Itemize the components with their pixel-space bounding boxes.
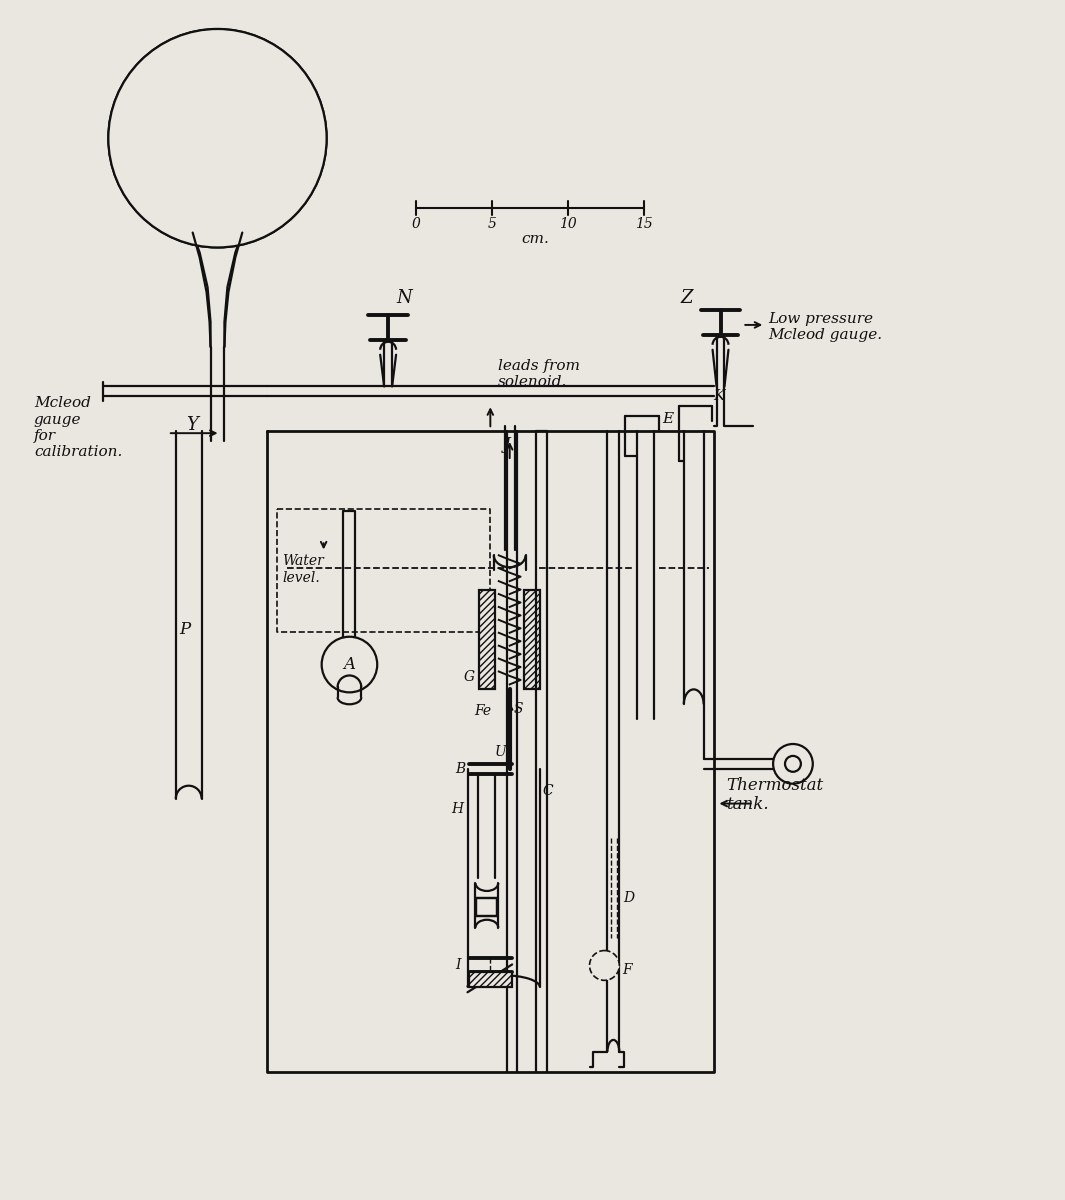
Bar	[476, 898, 497, 916]
Circle shape	[590, 950, 620, 980]
Circle shape	[785, 756, 801, 772]
Text: Low pressure
Mcleod gauge.: Low pressure Mcleod gauge.	[768, 312, 882, 342]
Text: Z: Z	[681, 289, 692, 307]
Circle shape	[109, 29, 327, 247]
Text: N: N	[396, 289, 412, 307]
Text: J: J	[504, 436, 510, 454]
Text: K: K	[714, 389, 725, 403]
Text: cm.: cm.	[521, 232, 548, 246]
Text: 0: 0	[411, 217, 421, 230]
Text: B: B	[455, 762, 465, 776]
Text: E: E	[662, 413, 673, 426]
Text: F: F	[622, 964, 632, 978]
Text: Y: Y	[185, 416, 198, 434]
Text: I: I	[455, 959, 460, 972]
Text: D: D	[623, 890, 635, 905]
Text: Thermostat
tank.: Thermostat tank.	[726, 776, 823, 814]
Text: 10: 10	[559, 217, 577, 230]
Text: U: U	[494, 745, 506, 758]
Text: L: L	[208, 122, 228, 154]
Text: Water
level.: Water level.	[282, 554, 324, 584]
Text: Fe: Fe	[475, 704, 492, 719]
Circle shape	[322, 637, 377, 692]
Circle shape	[109, 29, 327, 247]
Bar	[469, 972, 512, 988]
Bar	[479, 590, 495, 689]
Text: 5: 5	[488, 217, 496, 230]
Bar	[524, 590, 540, 689]
Circle shape	[773, 744, 813, 784]
Text: C: C	[543, 784, 554, 798]
Text: H: H	[452, 802, 463, 816]
Text: A: A	[343, 656, 356, 673]
Text: 15: 15	[635, 217, 653, 230]
Text: G: G	[463, 671, 475, 684]
Text: P: P	[179, 622, 191, 638]
Text: Mcleod
gauge
for
calibration.: Mcleod gauge for calibration.	[34, 396, 122, 460]
Text: S: S	[513, 702, 523, 716]
Text: leads from
solenoid.: leads from solenoid.	[498, 359, 580, 390]
